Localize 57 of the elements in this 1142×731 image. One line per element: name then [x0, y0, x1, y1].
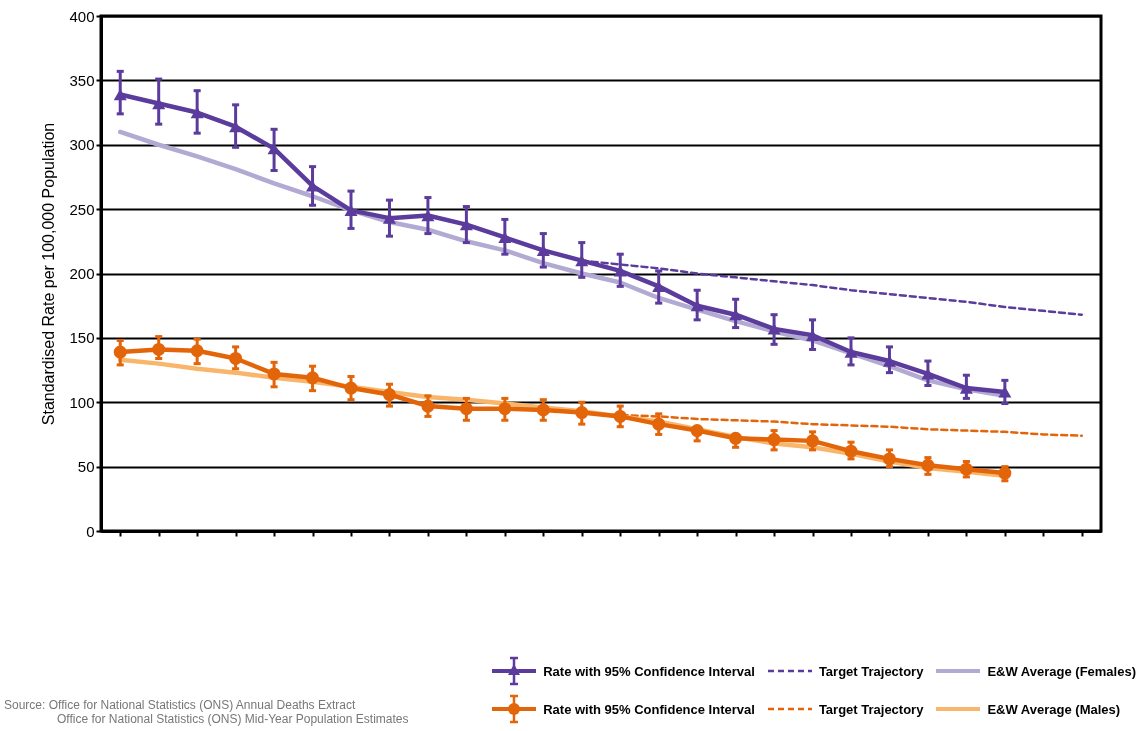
point [267, 367, 281, 381]
legend-label: E&W Average (Females) [987, 663, 1136, 679]
point [498, 231, 512, 244]
point [382, 388, 396, 402]
point [306, 371, 320, 385]
text: Office for National Statistics (ONS) Mid-Year Population Estimates [56, 712, 409, 726]
y-tick-label: 250 [69, 200, 95, 218]
point [575, 254, 589, 267]
point [959, 382, 973, 394]
point [767, 323, 781, 335]
y-tick-label: 150 [69, 329, 95, 347]
point [921, 368, 935, 380]
point [344, 381, 358, 395]
point [959, 462, 973, 476]
point [229, 121, 243, 133]
point [882, 452, 896, 466]
point [421, 399, 435, 413]
legend-label: Target Trajectory [818, 701, 924, 717]
y-tick-label: 100 [69, 393, 95, 411]
point [536, 403, 550, 417]
point [690, 300, 704, 312]
y-tick-label: 200 [69, 265, 95, 282]
point [190, 344, 204, 358]
point [844, 346, 858, 358]
legend-label: Rate with 95% Confidence Interval [543, 701, 755, 717]
point [498, 402, 512, 416]
point [806, 434, 820, 448]
legend-label: Rate with 95% Confidence Interval [543, 663, 755, 679]
point [921, 458, 935, 472]
point [459, 218, 473, 231]
y-tick-label: 350 [69, 71, 95, 89]
source-note: Source: Office for National Statistics (ONS) Annual Deaths Extract [4, 698, 357, 712]
point [344, 204, 358, 217]
point [613, 265, 627, 277]
point [844, 444, 858, 458]
point [152, 342, 166, 356]
point [152, 97, 166, 110]
point [459, 402, 473, 416]
point [652, 280, 666, 293]
y-tick-label: 0 [86, 522, 95, 540]
point [113, 88, 127, 101]
legend-label: E&W Average (Males) [987, 701, 1121, 717]
point [729, 309, 743, 321]
point [613, 409, 627, 423]
legend-label: Target Trajectory [818, 663, 924, 679]
y-axis-title: Standardised Rate per 100,000 Population [40, 122, 58, 426]
point [536, 244, 550, 256]
point [229, 351, 243, 365]
point [652, 417, 666, 431]
y-tick-label: 50 [77, 458, 95, 476]
y-tick-label: 400 [69, 7, 95, 25]
point [190, 106, 204, 119]
point [998, 386, 1012, 398]
point [729, 431, 743, 445]
point [113, 345, 127, 359]
y-tick-label: 300 [69, 136, 95, 154]
point [575, 406, 589, 420]
